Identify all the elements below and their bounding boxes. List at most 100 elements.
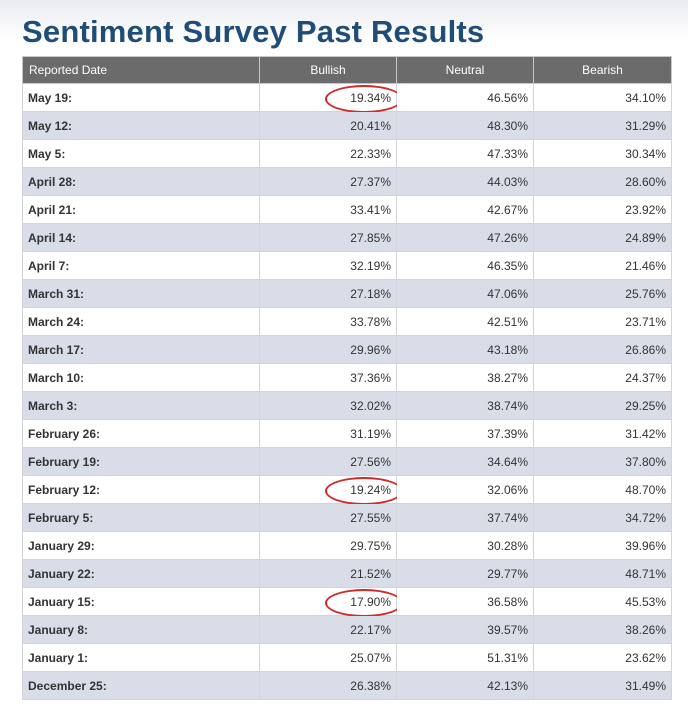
reported-date-cell: May 5:: [22, 139, 260, 168]
bearish-cell: 37.80%: [533, 447, 672, 476]
bullish-value: 19.24%: [325, 476, 403, 505]
neutral-cell: 38.27%: [396, 363, 534, 392]
bearish-cell: 23.62%: [533, 643, 672, 672]
bullish-value: 17.90%: [325, 588, 403, 617]
table-body: May 19: 19.34% 46.56% 34.10% May 12: 20.41% 48…: [22, 83, 672, 700]
bullish-cell: 33.41%: [259, 195, 397, 224]
bullish-cell: 22.17%: [259, 615, 397, 644]
reported-date-cell: January 1:: [22, 643, 260, 672]
neutral-cell: 46.35%: [396, 251, 534, 280]
neutral-cell: 51.31%: [396, 643, 534, 672]
neutral-cell: 47.33%: [396, 139, 534, 168]
neutral-cell: 43.18%: [396, 335, 534, 364]
bearish-cell: 21.46%: [533, 251, 672, 280]
neutral-cell: 42.67%: [396, 195, 534, 224]
bullish-value-text: 19.24%: [350, 482, 391, 497]
neutral-cell: 37.74%: [396, 503, 534, 532]
reported-date-cell: May 19:: [22, 83, 260, 112]
reported-date-cell: April 14:: [22, 223, 260, 252]
table-row: March 24: 33.78% 42.51% 23.71%: [22, 307, 672, 336]
bullish-cell: 29.75%: [259, 531, 397, 560]
reported-date-cell: April 21:: [22, 195, 260, 224]
bullish-cell: 17.90%: [259, 587, 403, 617]
table-row: March 10: 37.36% 38.27% 24.37%: [22, 363, 672, 392]
table-row: March 17: 29.96% 43.18% 26.86%: [22, 335, 672, 364]
header-reported-date[interactable]: Reported Date: [22, 56, 260, 84]
table-row: February 5: 27.55% 37.74% 34.72%: [22, 503, 672, 532]
table-row: March 31: 27.18% 47.06% 25.76%: [22, 279, 672, 308]
bearish-cell: 26.86%: [533, 335, 672, 364]
bullish-cell: 27.18%: [259, 279, 397, 308]
table-row: January 22: 21.52% 29.77% 48.71%: [22, 559, 672, 588]
table-row: May 5: 22.33% 47.33% 30.34%: [22, 139, 672, 168]
bearish-cell: 25.76%: [533, 279, 672, 308]
reported-date-cell: January 22:: [22, 559, 260, 588]
reported-date-cell: May 12:: [22, 111, 260, 140]
reported-date-cell: January 15:: [22, 587, 260, 616]
neutral-cell: 47.26%: [396, 223, 534, 252]
bearish-cell: 48.71%: [533, 559, 672, 588]
reported-date-cell: March 17:: [22, 335, 260, 364]
reported-date-cell: February 12:: [22, 475, 260, 504]
bullish-cell: 32.02%: [259, 391, 397, 420]
bullish-cell: 26.38%: [259, 671, 397, 700]
table-row: April 14: 27.85% 47.26% 24.89%: [22, 223, 672, 252]
reported-date-cell: February 19:: [22, 447, 260, 476]
bearish-cell: 23.92%: [533, 195, 672, 224]
bullish-cell: 32.19%: [259, 251, 397, 280]
bearish-cell: 45.53%: [533, 587, 672, 616]
bullish-value: 19.34%: [325, 84, 403, 113]
table-row: April 21: 33.41% 42.67% 23.92%: [22, 195, 672, 224]
bullish-cell: 33.78%: [259, 307, 397, 336]
header-neutral[interactable]: Neutral: [396, 56, 534, 84]
bearish-cell: 34.10%: [533, 83, 672, 112]
table-row: April 28: 27.37% 44.03% 28.60%: [22, 167, 672, 196]
header-bullish[interactable]: Bullish: [259, 56, 397, 84]
neutral-cell: 32.06%: [396, 475, 534, 504]
bearish-cell: 30.34%: [533, 139, 672, 168]
reported-date-cell: February 5:: [22, 503, 260, 532]
bullish-cell: 27.37%: [259, 167, 397, 196]
neutral-cell: 29.77%: [396, 559, 534, 588]
table-row: May 19: 19.34% 46.56% 34.10%: [22, 83, 672, 113]
table-row: January 8: 22.17% 39.57% 38.26%: [22, 615, 672, 644]
table-row: February 12: 19.24% 32.06% 48.70%: [22, 475, 672, 505]
table-row: January 15: 17.90% 36.58% 45.53%: [22, 587, 672, 617]
neutral-cell: 42.13%: [396, 671, 534, 700]
bullish-cell: 29.96%: [259, 335, 397, 364]
bullish-cell: 22.33%: [259, 139, 397, 168]
bearish-cell: 31.29%: [533, 111, 672, 140]
table-row: February 26: 31.19% 37.39% 31.42%: [22, 419, 672, 448]
bearish-cell: 38.26%: [533, 615, 672, 644]
table-row: April 7: 32.19% 46.35% 21.46%: [22, 251, 672, 280]
bullish-cell: 27.85%: [259, 223, 397, 252]
bearish-cell: 34.72%: [533, 503, 672, 532]
reported-date-cell: February 26:: [22, 419, 260, 448]
neutral-cell: 44.03%: [396, 167, 534, 196]
neutral-cell: 34.64%: [396, 447, 534, 476]
bearish-cell: 31.49%: [533, 671, 672, 700]
bearish-cell: 23.71%: [533, 307, 672, 336]
table-row: March 3: 32.02% 38.74% 29.25%: [22, 391, 672, 420]
table-row: December 25: 26.38% 42.13% 31.49%: [22, 671, 672, 700]
reported-date-cell: April 7:: [22, 251, 260, 280]
reported-date-cell: March 24:: [22, 307, 260, 336]
bullish-value-text: 17.90%: [350, 594, 391, 609]
bearish-cell: 48.70%: [533, 475, 672, 504]
reported-date-cell: December 25:: [22, 671, 260, 700]
neutral-cell: 30.28%: [396, 531, 534, 560]
neutral-cell: 48.30%: [396, 111, 534, 140]
bullish-cell: 20.41%: [259, 111, 397, 140]
bullish-value-text: 19.34%: [350, 90, 391, 105]
neutral-cell: 37.39%: [396, 419, 534, 448]
table-row: February 19: 27.56% 34.64% 37.80%: [22, 447, 672, 476]
bullish-cell: 19.24%: [259, 475, 403, 505]
neutral-cell: 39.57%: [396, 615, 534, 644]
bullish-cell: 21.52%: [259, 559, 397, 588]
header-bearish[interactable]: Bearish: [533, 56, 672, 84]
reported-date-cell: March 10:: [22, 363, 260, 392]
bullish-cell: 25.07%: [259, 643, 397, 672]
bearish-cell: 29.25%: [533, 391, 672, 420]
reported-date-cell: January 8:: [22, 615, 260, 644]
reported-date-cell: April 28:: [22, 167, 260, 196]
